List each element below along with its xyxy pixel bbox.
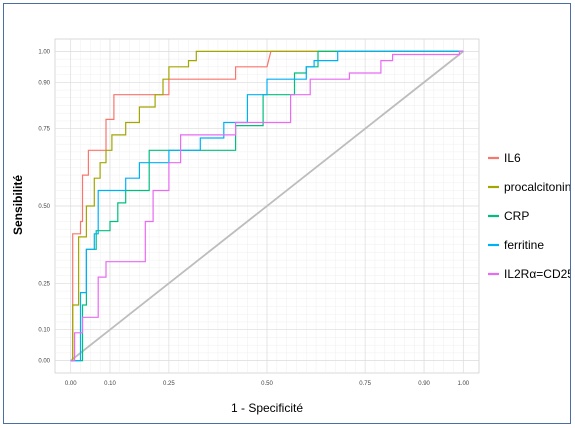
legend-label-3: ferritine xyxy=(504,238,544,252)
y-tick-label: 0.90 xyxy=(38,80,50,86)
y-tick-label: 1.00 xyxy=(38,49,50,55)
x-tick-label: 0.25 xyxy=(163,381,175,387)
reference-diagonal xyxy=(70,50,464,362)
y-axis-title: Sensibilité xyxy=(11,175,25,235)
series-line-3 xyxy=(70,50,464,362)
y-tick-label: 0.10 xyxy=(38,328,50,334)
series-line-4 xyxy=(70,50,464,362)
series-line-1 xyxy=(70,50,464,362)
x-tick-label: 1.00 xyxy=(457,381,469,387)
legend-label-2: CRP xyxy=(504,209,529,223)
x-tick-label: 0.00 xyxy=(65,381,77,387)
x-tick-label: 0.50 xyxy=(261,381,273,387)
x-tick-label: 0.10 xyxy=(104,381,116,387)
series-line-0 xyxy=(70,50,464,362)
y-tick-labels: 0.00 0.10 0.25 0.50 0.75 0.90 1.00 xyxy=(38,49,50,364)
legend-label-4: IL2Rα=CD25 xyxy=(504,267,570,281)
grid-major xyxy=(55,39,479,373)
legend: IL6 procalcitonine CRP ferritine IL2Rα=CD25 xyxy=(488,151,570,281)
x-tick-label: 0.75 xyxy=(359,381,371,387)
legend-label-1: procalcitonine xyxy=(504,180,570,194)
roc-chart: 0.00 0.10 0.25 0.50 0.75 0.90 1.00 0.00 0.10 0.2… xyxy=(11,38,570,415)
x-tick-label: 0.90 xyxy=(418,381,430,387)
x-axis-title: 1 - Specificité xyxy=(231,401,303,415)
x-tick-labels: 0.00 0.10 0.25 0.50 0.75 0.90 1.00 xyxy=(65,381,470,387)
y-tick-label: 0.50 xyxy=(38,204,50,210)
figure-frame: 0.00 0.10 0.25 0.50 0.75 0.90 1.00 0.00 0.10 0.2… xyxy=(3,3,571,424)
series-layer xyxy=(70,50,464,362)
legend-label-0: IL6 xyxy=(504,151,521,165)
y-tick-label: 0.00 xyxy=(38,359,50,365)
y-tick-label: 0.75 xyxy=(38,127,50,133)
y-tick-label: 0.25 xyxy=(38,281,50,287)
